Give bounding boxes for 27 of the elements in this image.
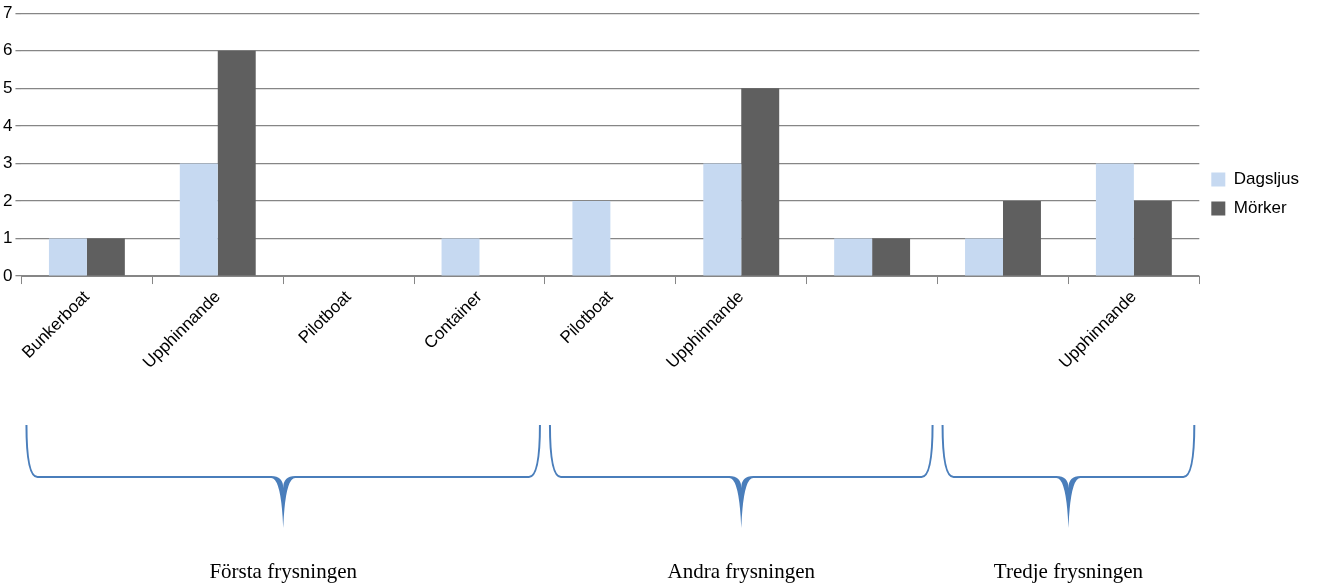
bar — [872, 238, 911, 276]
bar — [1003, 200, 1041, 276]
y-tick-label: 7 — [2, 2, 13, 22]
y-tick-label: 1 — [2, 228, 13, 248]
legend-label: Mörker — [1233, 198, 1288, 218]
text: Andra frysningen — [667, 559, 816, 584]
bar — [1095, 163, 1134, 276]
text: Första frysningen — [209, 559, 357, 584]
bar — [965, 238, 1003, 276]
bar — [703, 163, 742, 276]
bar — [217, 50, 256, 276]
y-tick-label: 5 — [2, 77, 13, 97]
bar — [741, 88, 780, 276]
y-tick-label: 0 — [2, 265, 13, 285]
y-tick-label: 4 — [2, 115, 13, 135]
bar — [834, 238, 873, 276]
bar — [179, 163, 218, 276]
bar — [86, 238, 125, 276]
y-tick-label: 2 — [2, 190, 13, 210]
bar — [572, 200, 611, 276]
y-tick-label: 3 — [2, 153, 13, 173]
bar — [48, 238, 87, 276]
y-tick-label: 6 — [2, 40, 13, 60]
text: Tredje frysningen — [993, 559, 1143, 584]
legend-label: Dagsljus — [1233, 169, 1300, 189]
bar — [441, 238, 480, 276]
bar — [1133, 200, 1172, 276]
